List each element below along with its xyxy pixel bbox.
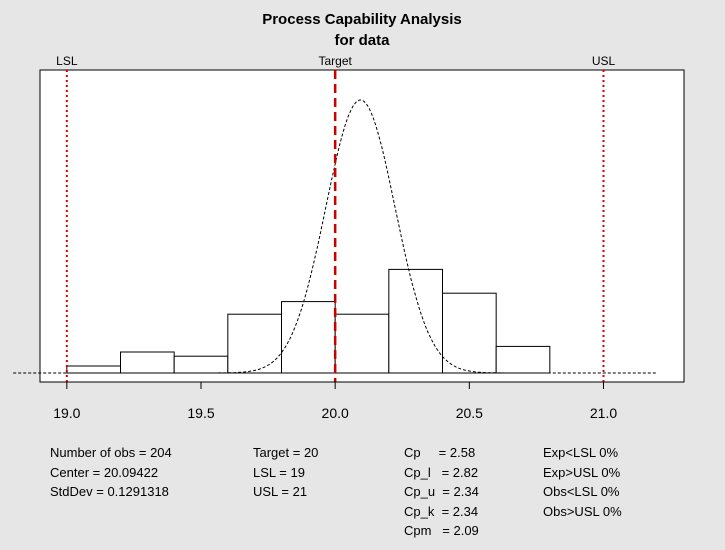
x-tick-label-0: 19.0 <box>53 405 80 421</box>
stat-exp-above-usl: Exp>USL 0% <box>543 464 621 480</box>
histogram-bar-7 <box>442 292 497 374</box>
spec-label-usl: USL <box>592 54 616 68</box>
spec-label-target: Target <box>318 54 352 68</box>
histogram-bar-2 <box>173 355 229 374</box>
x-tick-label-3: 20.5 <box>456 405 483 421</box>
stat-usl: USL = 21 <box>253 484 308 499</box>
stat-target: Target = 20 <box>253 445 319 460</box>
histogram-bar-4 <box>281 301 336 374</box>
density-curve <box>13 99 658 374</box>
histogram-bar-5 <box>334 313 390 374</box>
x-tick-label-4: 21.0 <box>590 405 617 421</box>
stat-stddev: StdDev = 0.1291318 <box>50 484 169 499</box>
chart-subtitle: for data <box>334 32 390 49</box>
stat-obs-above-usl: Obs>USL 0% <box>543 503 622 519</box>
chart-title: Process Capability Analysis <box>262 11 462 28</box>
x-tick-label-2: 20.0 <box>322 405 349 421</box>
histogram-bar-6 <box>388 268 444 374</box>
stat-cpm: Cpm = 2.09 <box>404 523 479 538</box>
stat-lsl: LSL = 19 <box>253 464 305 480</box>
stats-column-4: Exp<LSL 0% Exp>USL 0% Obs<LSL 0% Obs>USL… <box>543 443 622 521</box>
histogram-bar-3 <box>227 313 282 374</box>
stat-cp-u: Cp_u = 2.34 <box>404 484 479 499</box>
stat-cp-k: Cp_k = 2.34 <box>404 503 479 519</box>
stat-cp: Cp = 2.58 <box>404 445 476 460</box>
stat-center: Center = 20.09422 <box>50 464 159 480</box>
stat-number-of-obs: Number of obs = 204 <box>50 445 172 460</box>
x-tick-label-1: 19.5 <box>187 405 214 421</box>
stat-cp-l: Cp_l = 2.82 <box>404 464 479 480</box>
stats-column-1: Number of obs = 204 Center = 20.09422 St… <box>50 443 172 502</box>
stats-column-3: Cp = 2.58 Cp_l = 2.82 Cp_u = 2.34 Cp_k =… <box>404 443 479 541</box>
spec-label-lsl: LSL <box>56 54 78 68</box>
stats-column-2: Target = 20 LSL = 19 USL = 21 <box>253 443 318 502</box>
stat-obs-below-lsl: Obs<LSL 0% <box>543 484 620 499</box>
histogram-bar-0 <box>66 365 122 374</box>
histogram-bar-1 <box>120 351 175 374</box>
stat-exp-below-lsl: Exp<LSL 0% <box>543 445 619 460</box>
histogram-bar-8 <box>495 345 551 374</box>
